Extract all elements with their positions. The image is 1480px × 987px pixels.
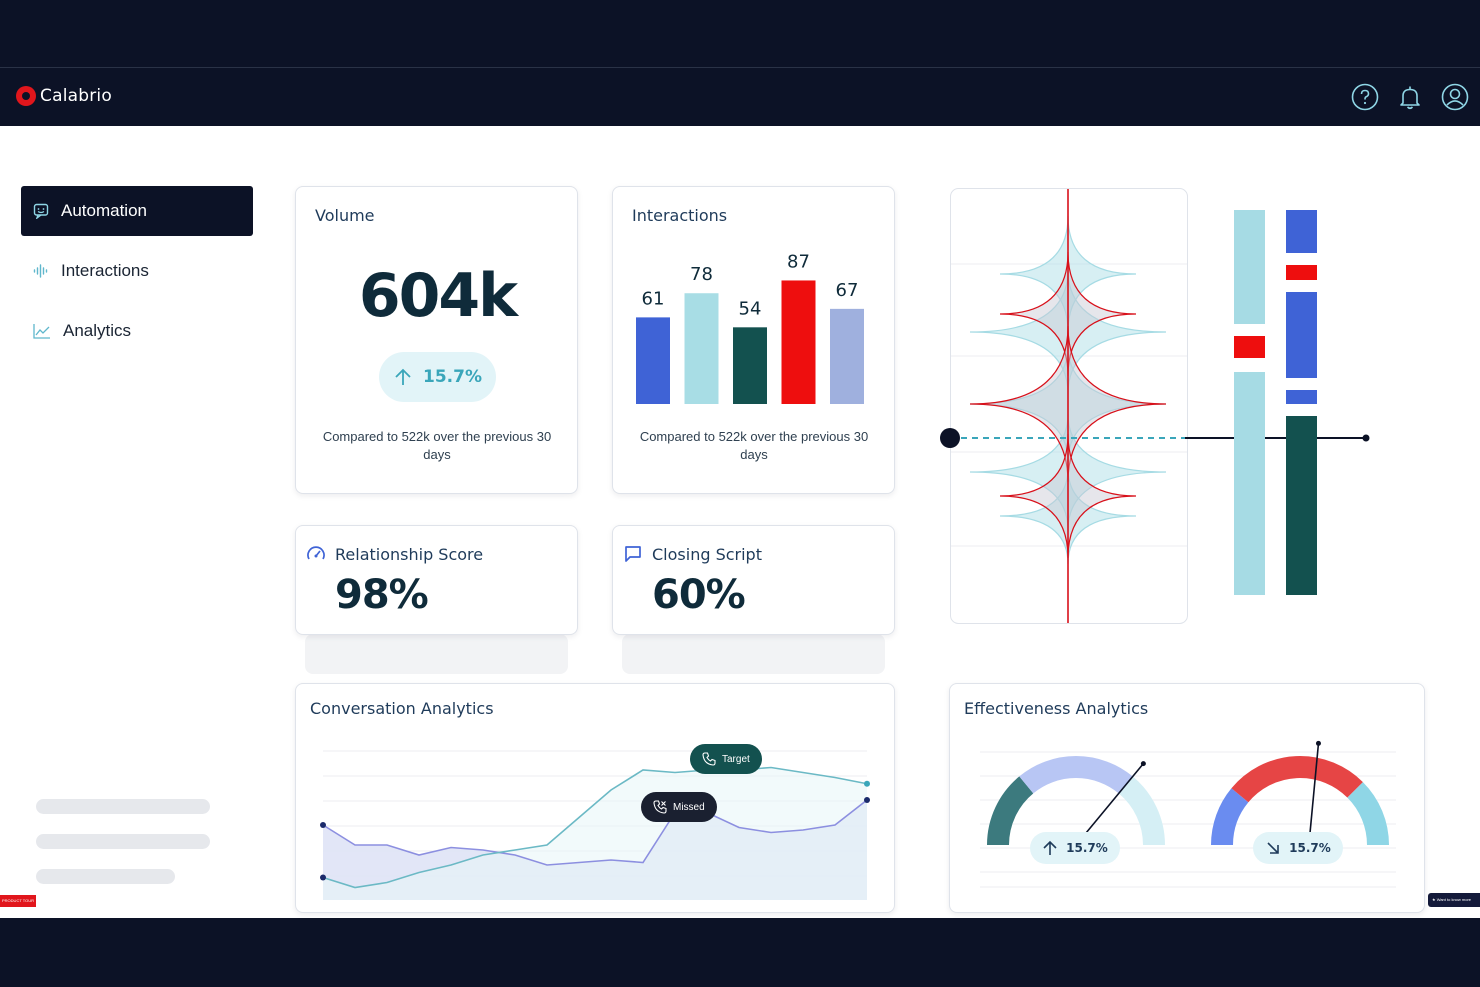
effectiveness-analytics-card: Effectiveness Analytics 15.7% 15.7% [949, 683, 1425, 913]
sidebar-item-label: Automation [61, 201, 147, 220]
skeleton-line [36, 869, 175, 884]
bottom-band [0, 918, 1480, 987]
interactions-card: Interactions 61 78 54 87 67 Compared to 522k… [612, 186, 895, 494]
logo[interactable]: Calabrio [16, 86, 112, 106]
bar-value-label: 87 [787, 251, 810, 272]
interactions-title: Interactions [632, 206, 728, 225]
top-band [0, 0, 1480, 68]
conversation-line-chart [320, 750, 870, 900]
arrow-up-icon [395, 368, 411, 385]
card-shadow [622, 634, 885, 674]
volume-note: Compared to 522k over the previous 30 da… [322, 429, 552, 462]
missed-line[interactable] [322, 799, 868, 866]
arrow-down-right-icon [1267, 842, 1279, 854]
conversation-title: Conversation Analytics [310, 699, 494, 718]
conversation-analytics-card: Conversation Analytics Target Missed [295, 683, 895, 913]
volume-card: Volume 604k 15.7% Compared to 522k over … [295, 186, 578, 494]
target-start-point [320, 874, 326, 881]
gauge-left-needle [1085, 763, 1144, 834]
distribution-visual [940, 188, 1370, 624]
waveform-icon [33, 264, 48, 278]
gauge-left-badge: 15.7% [1030, 832, 1120, 864]
message-icon [625, 546, 641, 562]
missed-call-icon [653, 800, 667, 814]
missed-end-point [864, 797, 870, 803]
phone-icon [702, 752, 716, 766]
missed-start-point [320, 822, 326, 828]
logo-mark-icon [16, 86, 36, 106]
user-icon[interactable] [1441, 83, 1469, 111]
bell-icon[interactable] [1396, 83, 1424, 111]
line-chart-icon [33, 324, 50, 339]
gauge-right-segment [1231, 756, 1363, 803]
gauge-right-needle-tip [1315, 740, 1321, 746]
gauge-right-segment [1211, 788, 1249, 846]
gauge-left-segment [1118, 776, 1165, 846]
gauge-right-needle [1309, 743, 1320, 834]
sidebar-item-analytics[interactable]: Analytics [21, 306, 253, 356]
sidebar-item-label: Interactions [61, 261, 149, 280]
gauge-icon [307, 546, 325, 560]
sidebar-item-automation[interactable]: Automation [21, 186, 253, 236]
bar-value-label: 54 [739, 298, 762, 319]
sidebar-item-label: Analytics [63, 321, 132, 340]
app-name: Calabrio [40, 86, 112, 106]
volume-change-badge: 15.7% [379, 352, 496, 402]
arrow-up-icon [1043, 840, 1057, 855]
gauge-left-segment [1019, 756, 1133, 794]
bar[interactable] [830, 308, 864, 404]
bar-value-label: 78 [690, 264, 713, 285]
bar[interactable] [636, 317, 670, 404]
effectiveness-title: Effectiveness Analytics [964, 699, 1149, 718]
target-area [323, 767, 867, 900]
gauge-right-change: 15.7% [1289, 841, 1331, 855]
interactions-note: Compared to 522k over the previous 30 da… [639, 429, 869, 462]
relationship-score-card: Relationship Score 98% [295, 525, 578, 635]
bar[interactable] [781, 280, 816, 404]
skeleton-line [36, 799, 210, 814]
relationship-value: 98% [335, 572, 429, 618]
sidebar-item-interactions[interactable]: Interactions [21, 246, 253, 296]
gauge-left-change: 15.7% [1066, 841, 1108, 855]
skeleton-line [36, 834, 210, 849]
card-shadow [305, 634, 568, 674]
bar[interactable] [684, 293, 719, 404]
bar-value-label: 67 [836, 280, 859, 301]
interactions-bar-chart: 61 78 54 87 67 [636, 251, 864, 404]
help-icon[interactable] [1351, 83, 1379, 111]
target-chip[interactable]: Target [690, 744, 762, 774]
volume-change: 15.7% [423, 367, 482, 387]
gauge-right-segment [1347, 782, 1389, 846]
target-end-point [864, 780, 870, 787]
app-header: Calabrio [0, 69, 1480, 126]
closing-script-card: Closing Script 60% [612, 525, 895, 635]
gauge-left-needle-tip [1140, 761, 1146, 767]
target-line[interactable] [322, 766, 868, 889]
relationship-title: Relationship Score [335, 545, 484, 564]
missed-label: Missed [673, 801, 705, 813]
target-label: Target [722, 753, 750, 765]
volume-title: Volume [315, 206, 375, 225]
closing-title: Closing Script [652, 545, 762, 564]
bar[interactable] [733, 327, 767, 404]
gauge-right-badge: 15.7% [1253, 832, 1343, 864]
effectiveness-gauges [980, 740, 1396, 888]
want-to-know-tab[interactable]: ★ Want to know more [1428, 893, 1480, 907]
bar-value-label: 61 [642, 288, 665, 309]
chat-bot-icon [33, 203, 49, 219]
product-tour-tab[interactable]: PRODUCT TOUR [0, 895, 36, 907]
gauge-left-segment [987, 776, 1034, 846]
volume-value: 604k [358, 261, 518, 331]
closing-value: 60% [652, 572, 746, 618]
missed-chip[interactable]: Missed [641, 792, 717, 822]
